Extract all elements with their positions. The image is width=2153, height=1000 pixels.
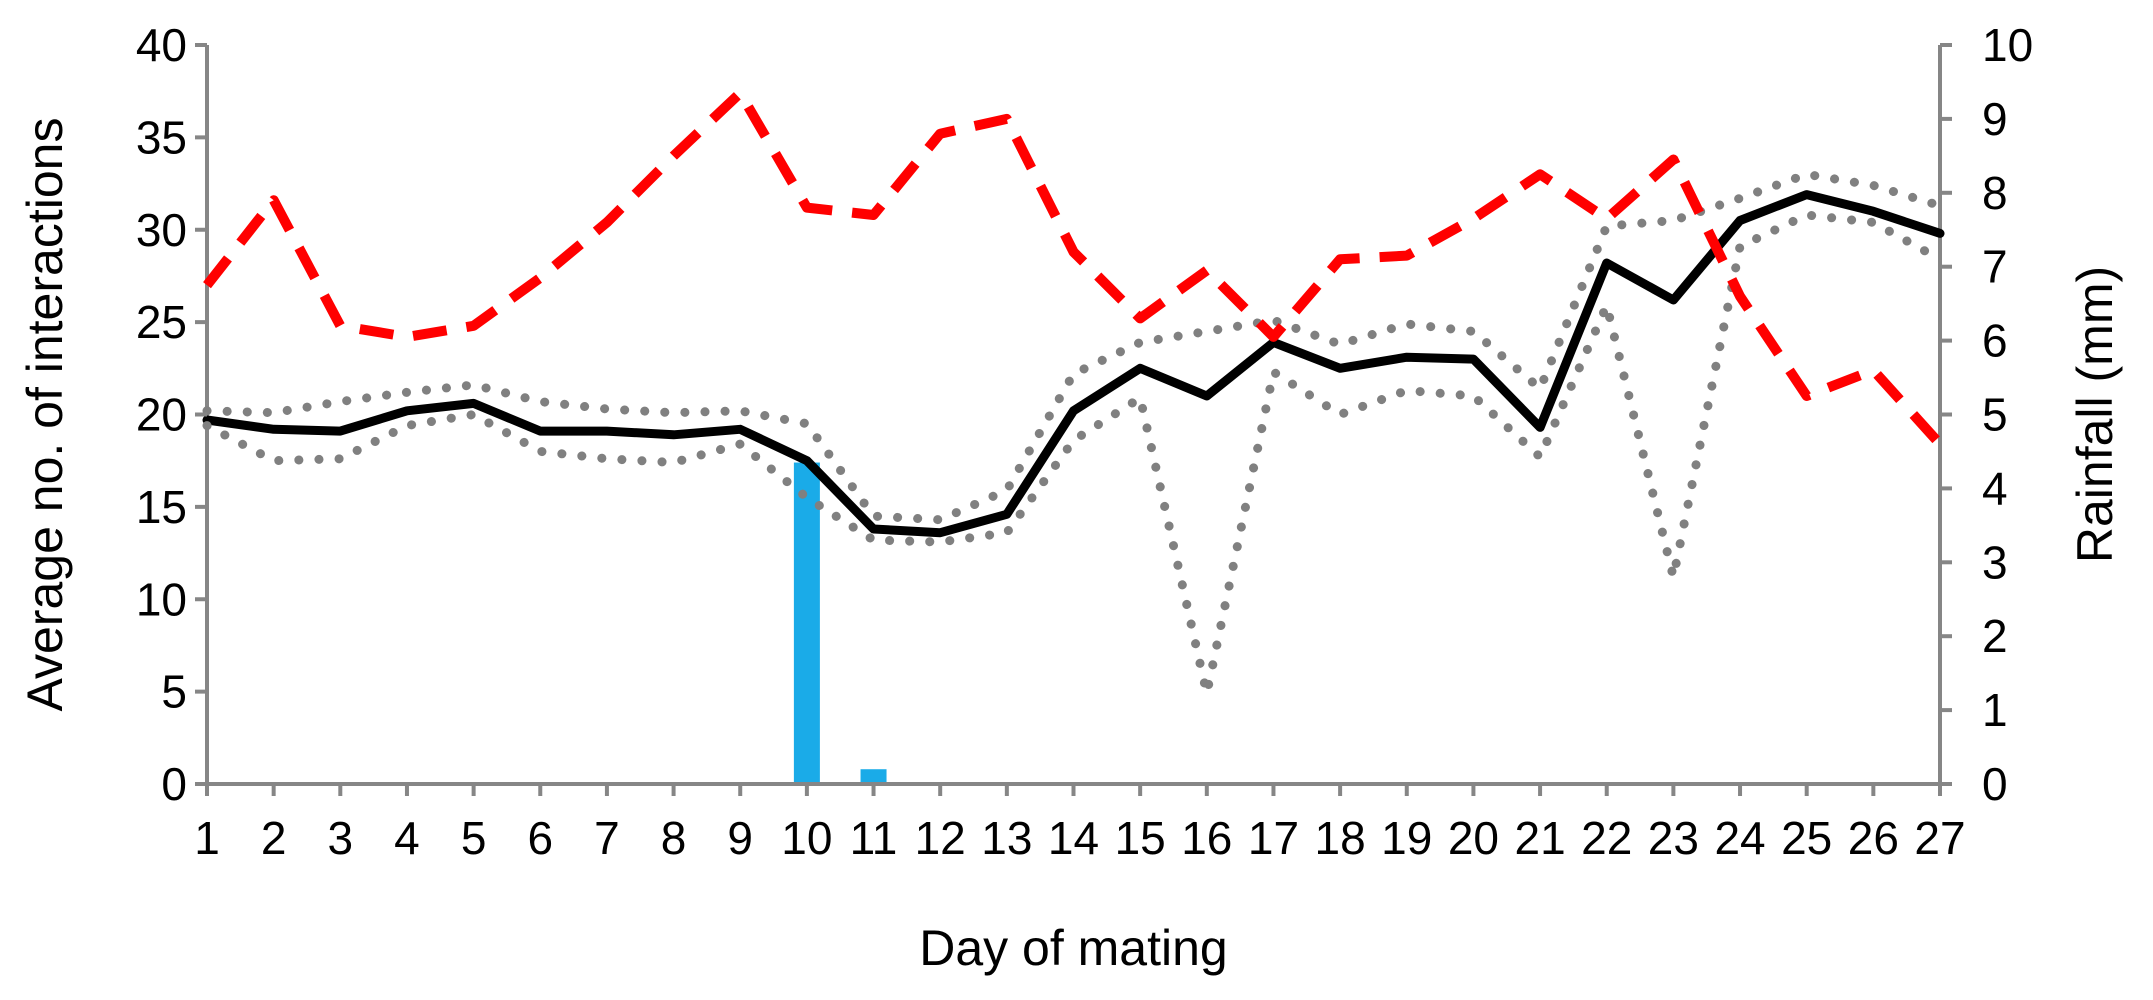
rainfall-bar xyxy=(793,462,820,784)
x-tick-label: 18 xyxy=(1315,812,1366,864)
x-tick-label: 26 xyxy=(1848,812,1899,864)
x-tick-label: 25 xyxy=(1781,812,1832,864)
x-tick-label: 7 xyxy=(594,812,620,864)
x-tick-label: 4 xyxy=(394,812,420,864)
right-tick-label: 4 xyxy=(1982,462,2008,514)
x-tick-label: 6 xyxy=(527,812,553,864)
left-tick-label: 10 xyxy=(136,573,187,625)
x-tick-label: 27 xyxy=(1914,812,1965,864)
right-tick-label: 2 xyxy=(1982,610,2008,662)
x-tick-label: 11 xyxy=(850,812,898,864)
right-y-axis-title: Rainfall (mm) xyxy=(2067,266,2123,563)
series-line-solid xyxy=(202,190,1945,538)
x-tick-label: 5 xyxy=(461,812,487,864)
x-tick-label: 24 xyxy=(1714,812,1765,864)
x-tick-label: 14 xyxy=(1048,812,1099,864)
left-tick-label: 30 xyxy=(136,204,187,256)
x-tick-label: 13 xyxy=(981,812,1032,864)
left-tick-label: 20 xyxy=(136,389,187,441)
x-axis-title: Day of mating xyxy=(919,920,1227,976)
x-tick-label: 9 xyxy=(727,812,753,864)
x-tick-label: 21 xyxy=(1514,812,1565,864)
series-line-dashed xyxy=(203,88,1944,448)
x-tick-label: 2 xyxy=(261,812,287,864)
rainfall-bar xyxy=(860,769,887,784)
rainfall-bars xyxy=(793,462,887,784)
right-tick-label: 5 xyxy=(1982,389,2008,441)
right-tick-label: 1 xyxy=(1982,684,2008,736)
right-tick-label: 0 xyxy=(1982,758,2008,810)
right-tick-label: 8 xyxy=(1982,167,2008,219)
series-line-dotted xyxy=(202,169,1945,525)
left-tick-label: 0 xyxy=(161,758,187,810)
right-tick-label: 6 xyxy=(1982,315,2008,367)
x-tick-label: 19 xyxy=(1381,812,1432,864)
x-tick-label: 23 xyxy=(1648,812,1699,864)
left-tick-label: 25 xyxy=(136,296,187,348)
x-tick-label: 8 xyxy=(661,812,687,864)
right-tick-label: 9 xyxy=(1982,93,2008,145)
left-tick-label: 40 xyxy=(136,19,187,71)
x-tick-label: 12 xyxy=(915,812,966,864)
left-tick-label: 35 xyxy=(136,111,187,163)
x-tick-label: 10 xyxy=(781,812,832,864)
x-tick-label: 22 xyxy=(1581,812,1632,864)
x-tick-label: 1 xyxy=(194,812,220,864)
series-lines xyxy=(202,88,1945,698)
left-y-axis-title: Average no. of interactions xyxy=(17,118,73,712)
x-tick-label: 15 xyxy=(1115,812,1166,864)
right-tick-label: 7 xyxy=(1982,241,2008,293)
x-tick-label: 17 xyxy=(1248,812,1299,864)
x-tick-label: 3 xyxy=(328,812,354,864)
left-tick-label: 15 xyxy=(136,481,187,533)
x-tick-label: 16 xyxy=(1181,812,1232,864)
right-tick-label: 10 xyxy=(1982,19,2033,71)
right-tick-label: 3 xyxy=(1982,536,2008,588)
x-tick-label: 20 xyxy=(1448,812,1499,864)
left-tick-label: 5 xyxy=(161,666,187,718)
